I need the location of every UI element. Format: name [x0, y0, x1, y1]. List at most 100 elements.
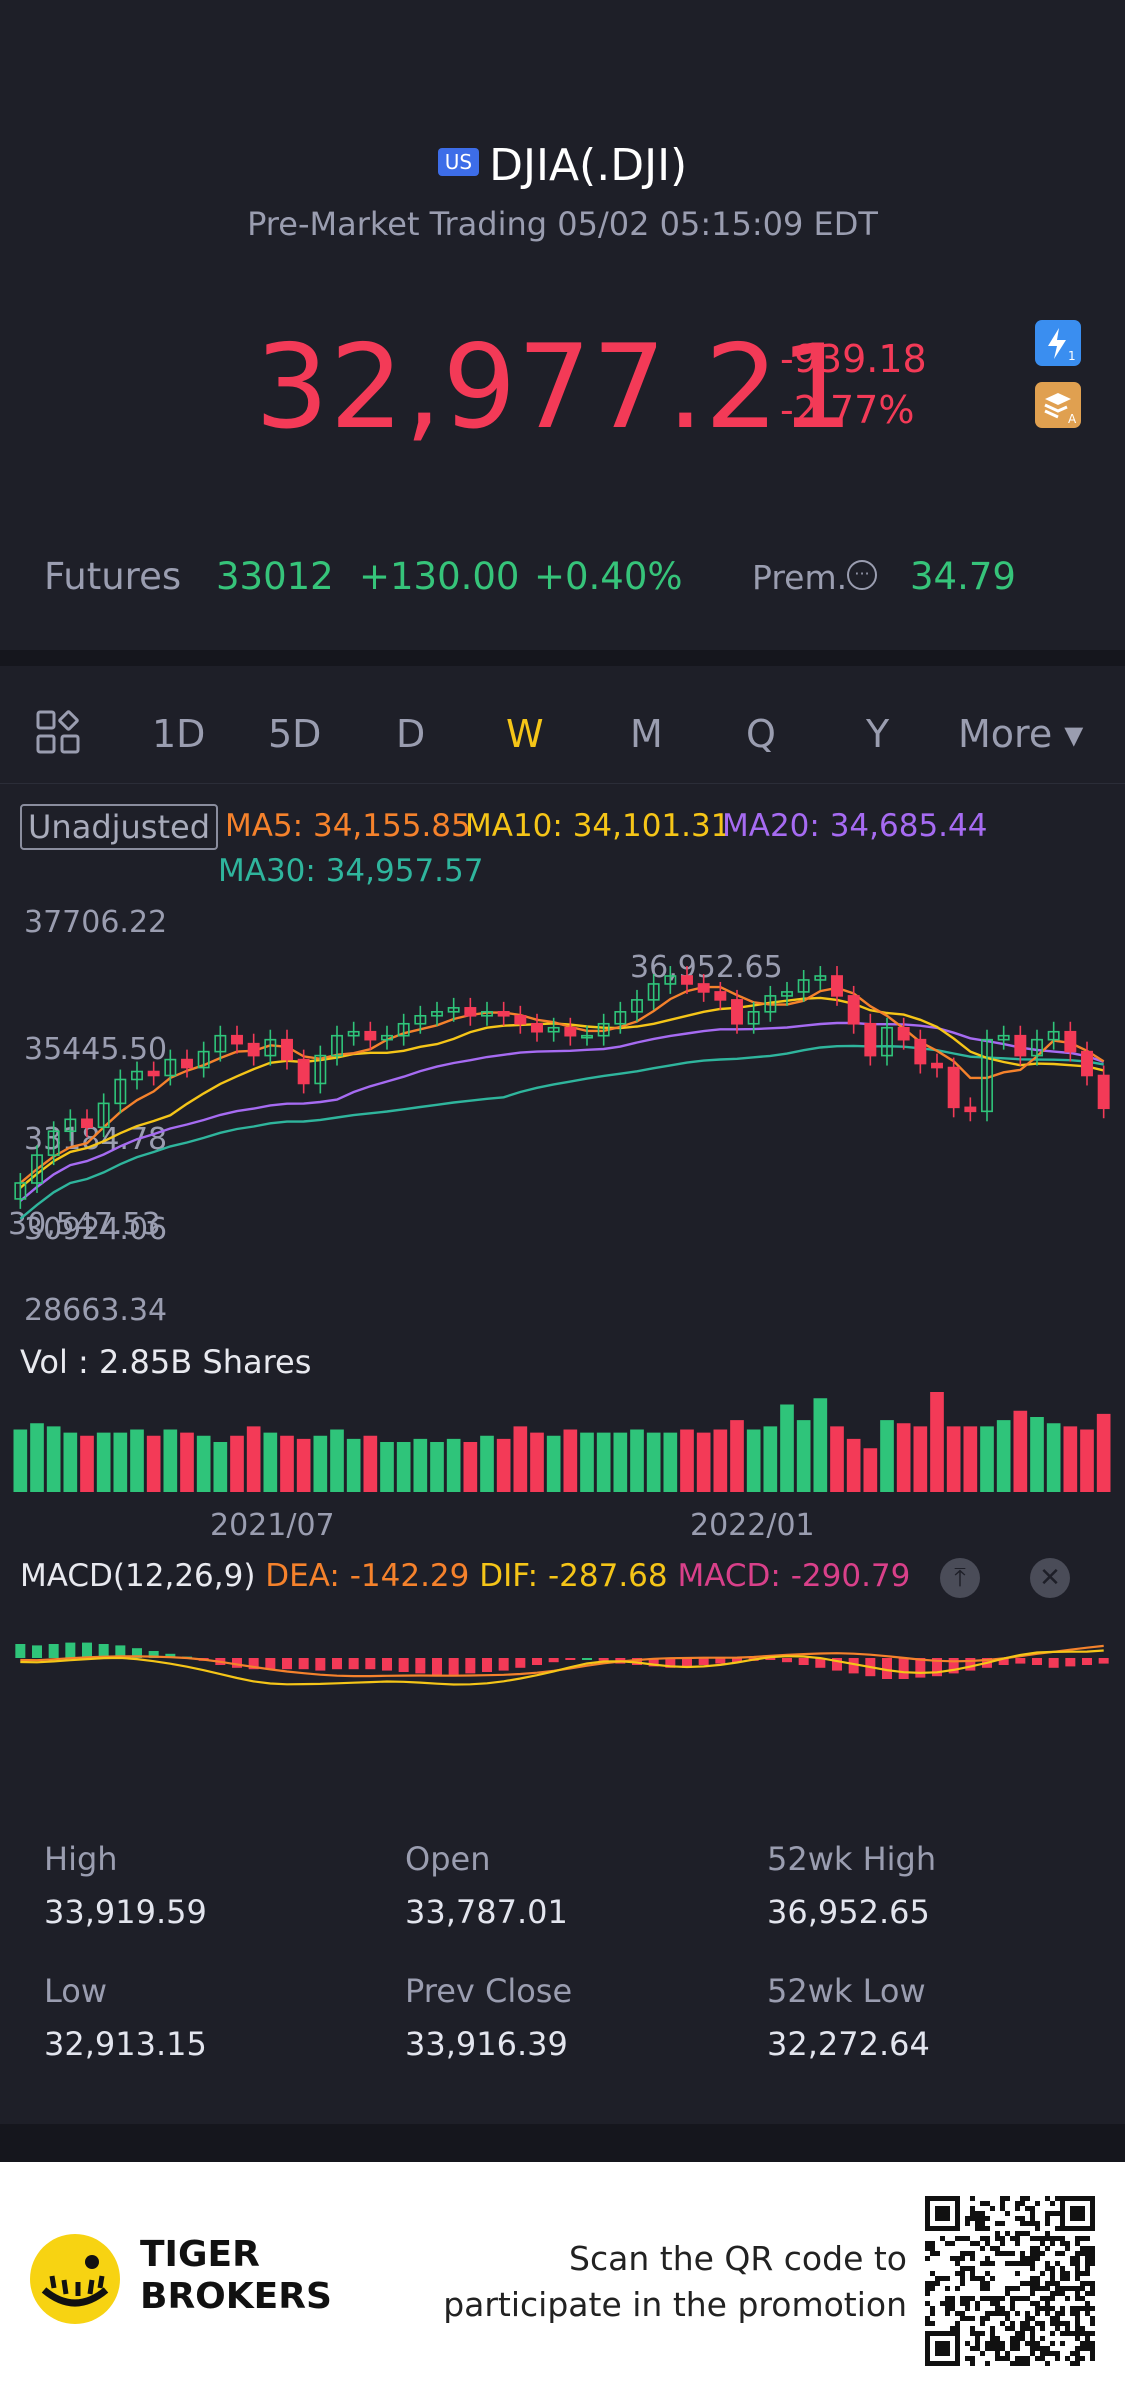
tab-d[interactable]: D [396, 712, 426, 756]
macd-bar [165, 1653, 176, 1658]
lightning-icon[interactable]: 1 [1035, 320, 1081, 366]
qr-module [955, 2321, 960, 2326]
volume-bar [880, 1420, 894, 1492]
volume-bar [1030, 1417, 1044, 1492]
qr-module [925, 2316, 930, 2321]
qr-module [990, 2311, 995, 2316]
candle [731, 999, 743, 1025]
qr-module [1085, 2271, 1090, 2276]
qr-module [1080, 2346, 1085, 2351]
candle [664, 975, 677, 985]
qr-module [980, 2216, 985, 2221]
tab-1d[interactable]: 1D [152, 712, 206, 756]
qr-module [985, 2201, 990, 2206]
qr-module [970, 2266, 975, 2271]
qr-module [1050, 2266, 1055, 2271]
volume-bar [246, 1426, 261, 1492]
candle [964, 1106, 977, 1113]
qr-module [1050, 2281, 1055, 2286]
qr-module [1050, 2341, 1055, 2346]
qr-module [1005, 2211, 1010, 2216]
chart-grid-icon[interactable] [36, 710, 80, 754]
qr-module [1075, 2351, 1080, 2356]
qr-module [1050, 2296, 1055, 2301]
qr-module [955, 2286, 960, 2291]
adjust-toggle[interactable]: Unadjusted [20, 804, 219, 850]
candle [31, 1154, 43, 1184]
volume-bar [596, 1432, 611, 1492]
qr-module [1020, 2336, 1025, 2341]
candle [897, 1026, 910, 1041]
candle [197, 1050, 210, 1069]
tab-w[interactable]: W [506, 712, 544, 756]
qr-module [1025, 2206, 1030, 2211]
macd-bar [432, 1658, 442, 1675]
qr-module [1025, 2231, 1030, 2236]
qr-module [1015, 2201, 1020, 2206]
qr-code-icon[interactable] [925, 2196, 1095, 2366]
qr-module [1015, 2296, 1020, 2301]
close-icon[interactable]: ✕ [1030, 1558, 1070, 1598]
ma10-legend: MA10: 34,101.31 [465, 808, 731, 844]
volume-bar [696, 1432, 711, 1492]
qr-module [960, 2311, 965, 2316]
qr-module [1085, 2281, 1090, 2286]
qr-module [1045, 2266, 1050, 2271]
pin-top-icon[interactable]: ⤒ [940, 1558, 980, 1598]
volume-bar [263, 1432, 278, 1492]
volume-chart[interactable] [0, 1380, 1125, 1492]
qr-module [995, 2231, 1000, 2236]
volume-bar [30, 1423, 44, 1492]
qr-module [985, 2311, 990, 2316]
qr-module [1005, 2231, 1010, 2236]
footer-divider [0, 2124, 1125, 2162]
candle [581, 1034, 593, 1039]
stack-icon[interactable]: A [1035, 382, 1081, 428]
qr-module [1060, 2341, 1065, 2346]
y-label-5: 28663.34 [24, 1293, 168, 1328]
macd-bar [498, 1658, 509, 1671]
qr-module [995, 2356, 1000, 2361]
macd-chart[interactable] [0, 1600, 1125, 1710]
qr-module [1085, 2331, 1090, 2336]
qr-module [1055, 2211, 1060, 2216]
qr-module [1075, 2261, 1080, 2266]
more-info-icon[interactable]: ··· [847, 560, 877, 590]
qr-module [1020, 2196, 1025, 2201]
tab-m[interactable]: M [630, 712, 663, 756]
qr-module [960, 2281, 965, 2286]
promo-footer: TIGER BROKERS Scan the QR code to partic… [0, 2162, 1125, 2393]
candle [331, 1034, 343, 1057]
tab-more[interactable]: More ▾ [958, 712, 1084, 756]
volume-bar [13, 1429, 28, 1492]
qr-module [1040, 2351, 1045, 2356]
qr-module [1080, 2331, 1085, 2336]
qr-module [1045, 2301, 1050, 2306]
macd-bar [898, 1658, 909, 1679]
qr-module [1055, 2291, 1060, 2296]
qr-module [1040, 2346, 1045, 2351]
qr-module [975, 2341, 980, 2346]
qr-module [990, 2336, 995, 2341]
qr-module [1065, 2241, 1070, 2246]
tab-q[interactable]: Q [746, 712, 776, 756]
volume-bar [463, 1442, 478, 1492]
qr-module [1045, 2216, 1050, 2221]
volume-bar [530, 1432, 544, 1492]
qr-module [1050, 2291, 1055, 2296]
volume-bar [896, 1423, 911, 1492]
tab-5d[interactable]: 5D [268, 712, 322, 756]
candlestick-chart[interactable] [0, 900, 1125, 1320]
tab-y[interactable]: Y [866, 712, 890, 756]
qr-module [1015, 2231, 1020, 2236]
y-label-2: 35445.50 [24, 1032, 168, 1067]
qr-module [1000, 2311, 1005, 2316]
candle [114, 1078, 127, 1105]
qr-module [1060, 2236, 1065, 2241]
volume-bar [563, 1429, 578, 1492]
qr-module [930, 2246, 935, 2251]
volume-bar [980, 1426, 994, 1492]
qr-module [965, 2316, 970, 2321]
volume-bar [863, 1448, 878, 1492]
qr-module [1075, 2256, 1080, 2261]
